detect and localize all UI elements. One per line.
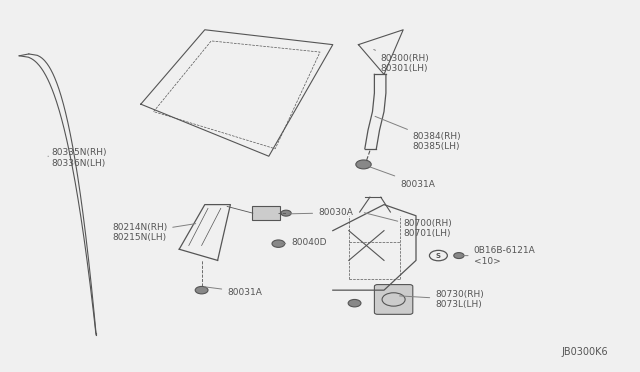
Text: S: S (436, 253, 441, 259)
Circle shape (281, 210, 291, 216)
Text: 80214N(RH)
80215N(LH): 80214N(RH) 80215N(LH) (112, 223, 196, 242)
Circle shape (272, 240, 285, 247)
Text: 80335N(RH)
80336N(LH): 80335N(RH) 80336N(LH) (48, 148, 107, 168)
Text: 80384(RH)
80385(LH): 80384(RH) 80385(LH) (375, 116, 461, 151)
FancyBboxPatch shape (252, 206, 280, 220)
Circle shape (348, 299, 361, 307)
Text: 80031A: 80031A (369, 167, 435, 189)
Text: 80300(RH)
80301(LH): 80300(RH) 80301(LH) (374, 49, 429, 73)
Text: 80040D: 80040D (281, 238, 326, 247)
Text: 80730(RH)
8073L(LH): 80730(RH) 8073L(LH) (399, 290, 484, 309)
Text: 80700(RH)
80701(LH): 80700(RH) 80701(LH) (364, 213, 452, 238)
Text: JB0300K6: JB0300K6 (561, 347, 608, 357)
Text: 80031A: 80031A (204, 287, 262, 296)
FancyBboxPatch shape (374, 285, 413, 314)
Circle shape (195, 286, 208, 294)
Circle shape (454, 253, 464, 259)
Circle shape (356, 160, 371, 169)
Text: 80030A: 80030A (289, 208, 353, 217)
Text: 0B16B-6121A
<10>: 0B16B-6121A <10> (461, 246, 535, 266)
